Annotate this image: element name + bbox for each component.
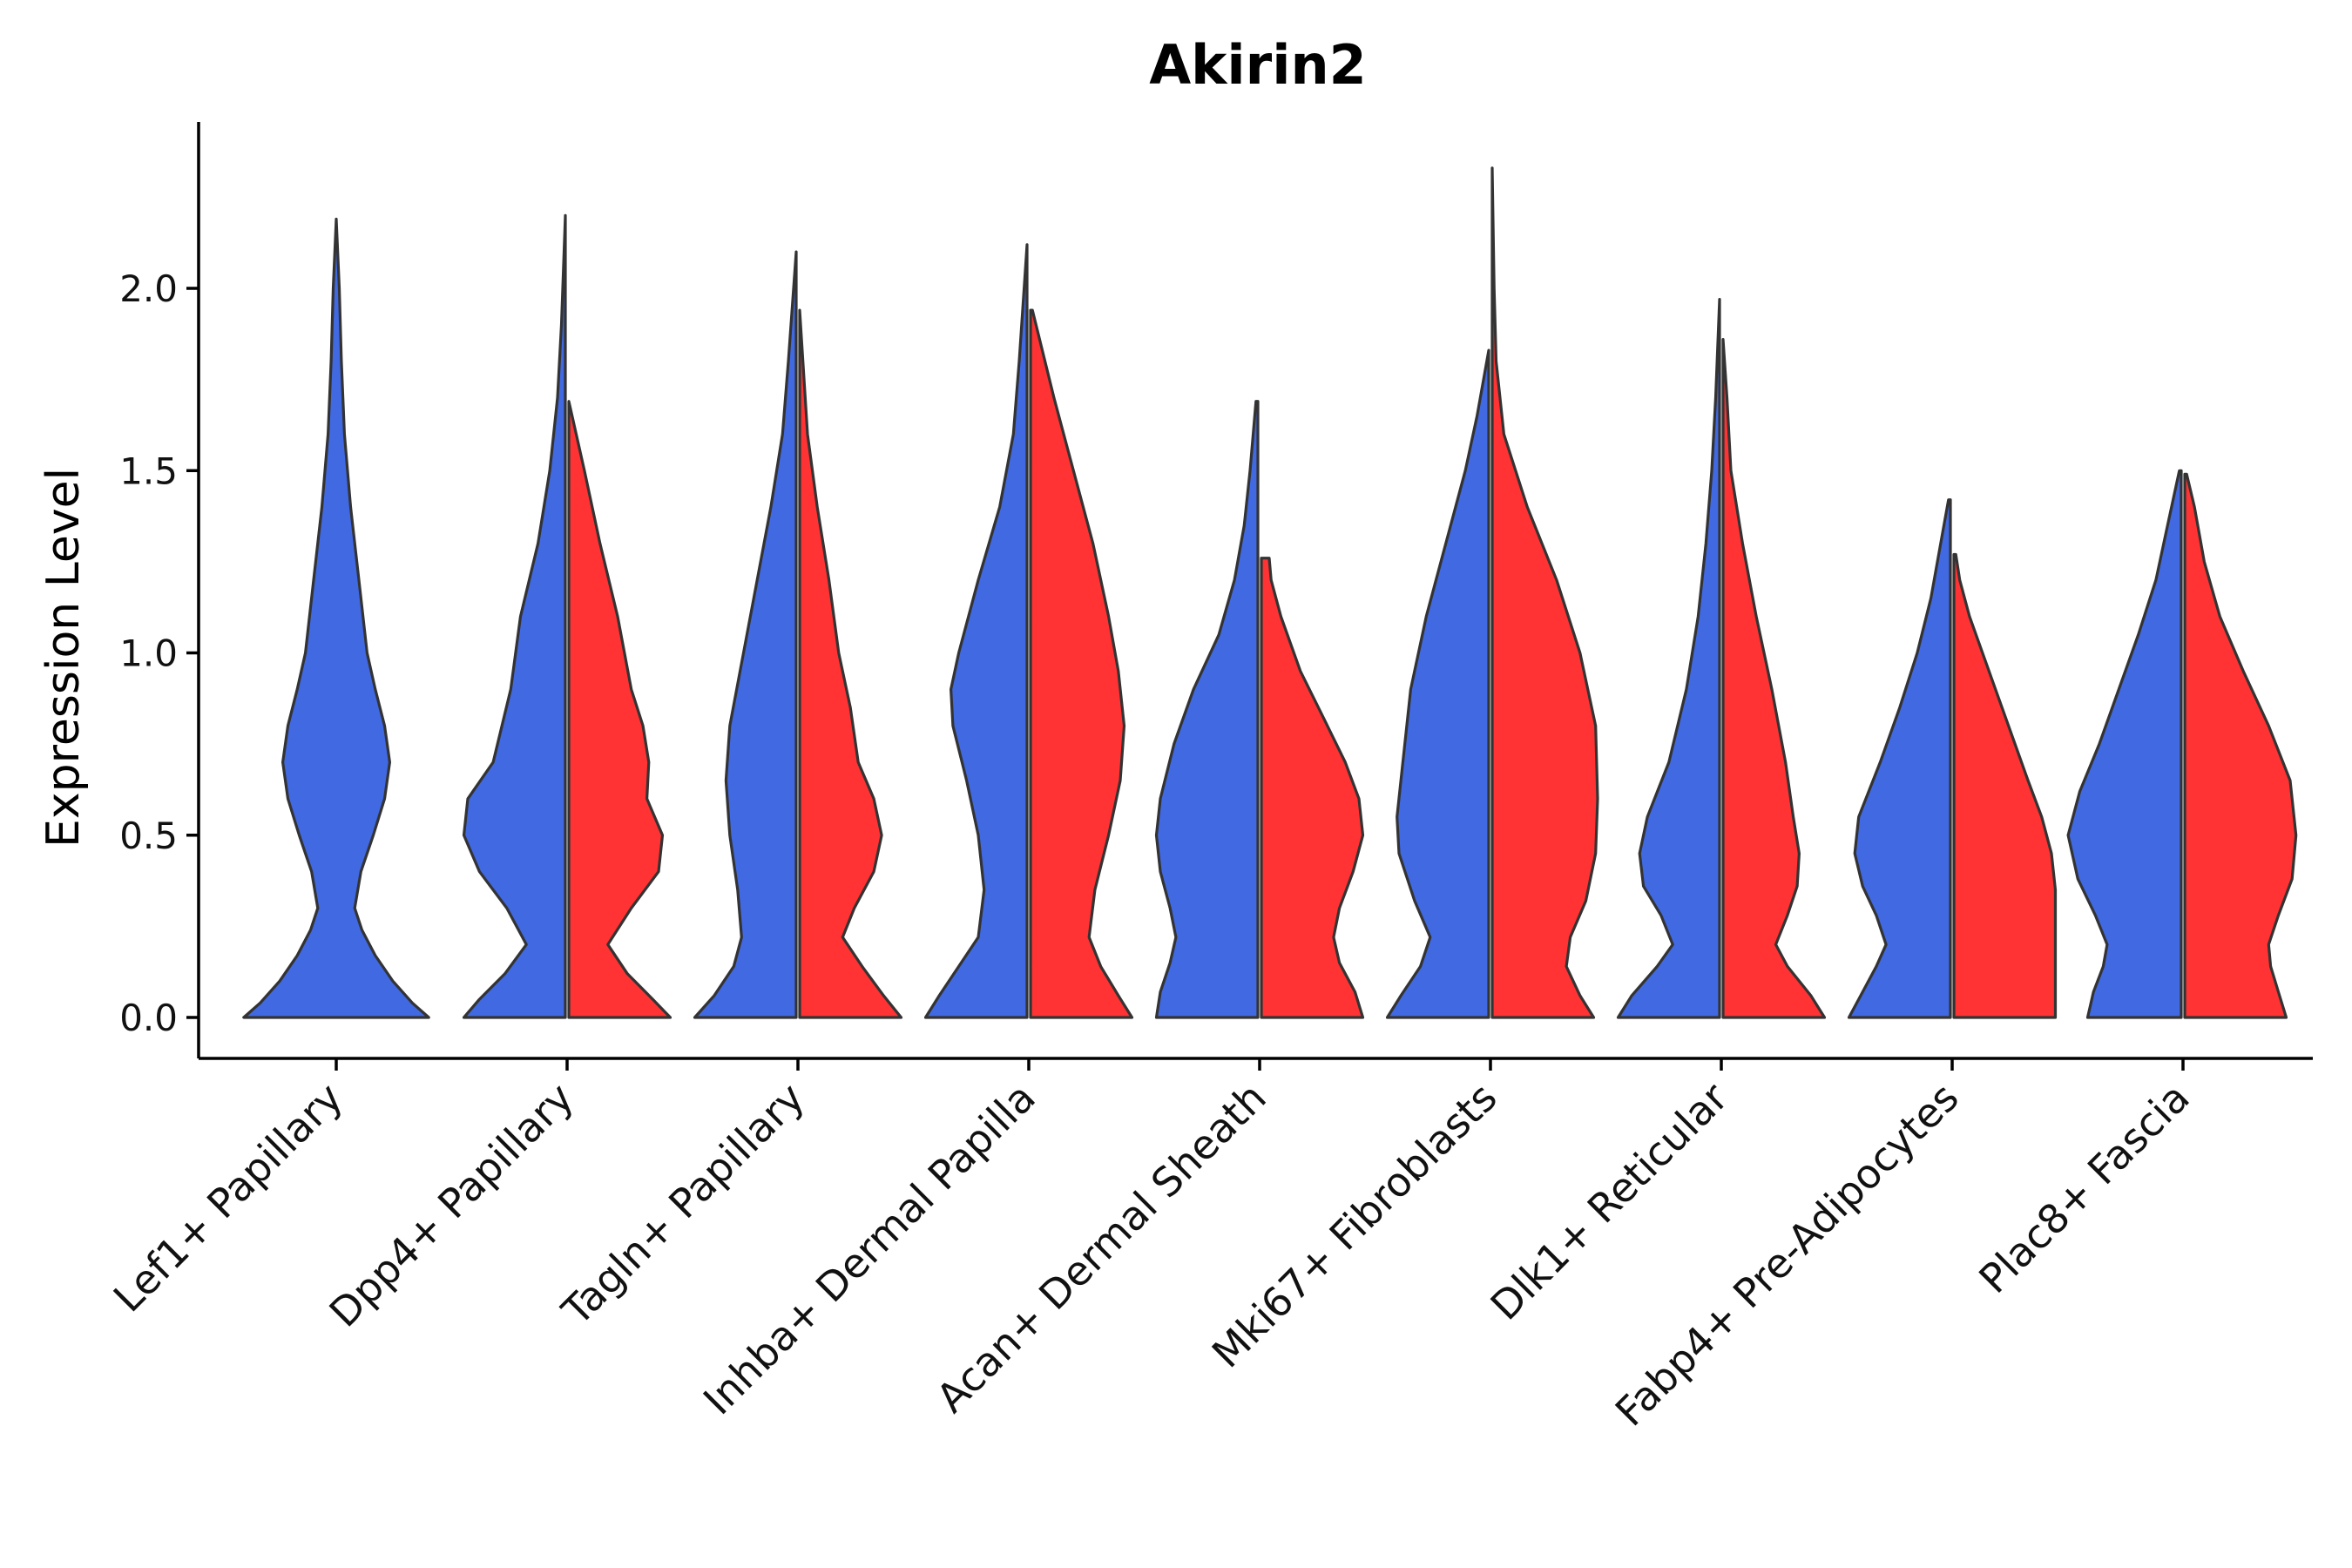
violin-fabp4-pre-adipocytes-red	[1952, 552, 2058, 1019]
y-tick-label: 1.0	[119, 632, 178, 675]
x-category-label: Dpp4+ Papillary	[321, 1074, 583, 1336]
violins-layer	[242, 166, 2298, 1019]
violin-dpp4-papillary-red	[567, 400, 672, 1019]
violin-acan-dermal-sheath-blue	[1154, 400, 1260, 1019]
x-category-label: Plac8+ Fascia	[1970, 1074, 2198, 1302]
violin-dlk1-reticular-red	[1721, 338, 1827, 1019]
violin-lef1-papillary-blue	[242, 217, 430, 1019]
violin-mki67-fibroblasts-blue	[1385, 348, 1490, 1019]
x-category-label: Lef1+ Papillary	[105, 1074, 352, 1321]
violin-plac8-fascia-red	[2183, 472, 2298, 1019]
y-tick-label: 2.0	[119, 267, 178, 310]
x-category-label: Dlk1+ Reticular	[1482, 1074, 1737, 1329]
violin-acan-dermal-sheath-red	[1260, 557, 1365, 1019]
x-category-label: Tagln+ Papillary	[552, 1074, 814, 1335]
violin-tagln-papillary-red	[798, 308, 903, 1019]
y-tick-label: 0.5	[119, 814, 178, 857]
y-tick-label: 1.5	[119, 449, 178, 492]
chart-title: Akirin2	[1149, 33, 1367, 97]
violin-tagln-papillary-blue	[693, 250, 798, 1019]
y-axis-title: Expression Level	[37, 468, 90, 848]
violin-dpp4-papillary-blue	[462, 213, 567, 1019]
violin-dlk1-reticular-blue	[1616, 298, 1721, 1019]
violin-mki67-fibroblasts-red	[1490, 166, 1599, 1019]
violin-plac8-fascia-blue	[2066, 469, 2183, 1019]
y-tick-label: 0.0	[119, 997, 178, 1039]
y-axis: 0.0 0.5 1.0 1.5 2.0	[119, 122, 200, 1058]
violin-fabp4-pre-adipocytes-blue	[1847, 498, 1952, 1019]
violin-inhba-dermal-papilla-red	[1029, 308, 1134, 1019]
violin-inhba-dermal-papilla-blue	[923, 243, 1029, 1019]
